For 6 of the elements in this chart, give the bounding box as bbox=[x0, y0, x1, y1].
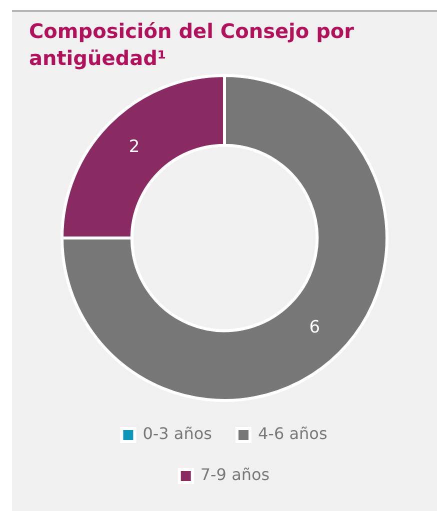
data-label: 2 bbox=[128, 137, 140, 158]
data-label: 6 bbox=[309, 318, 320, 338]
legend-label: 0-3 años bbox=[142, 424, 212, 444]
legend-label: 4-6 años bbox=[258, 424, 328, 444]
legend-label: 7-9 años bbox=[200, 465, 270, 484]
chart-title: Composición del Consejo por antigüedad¹ bbox=[29, 18, 356, 72]
